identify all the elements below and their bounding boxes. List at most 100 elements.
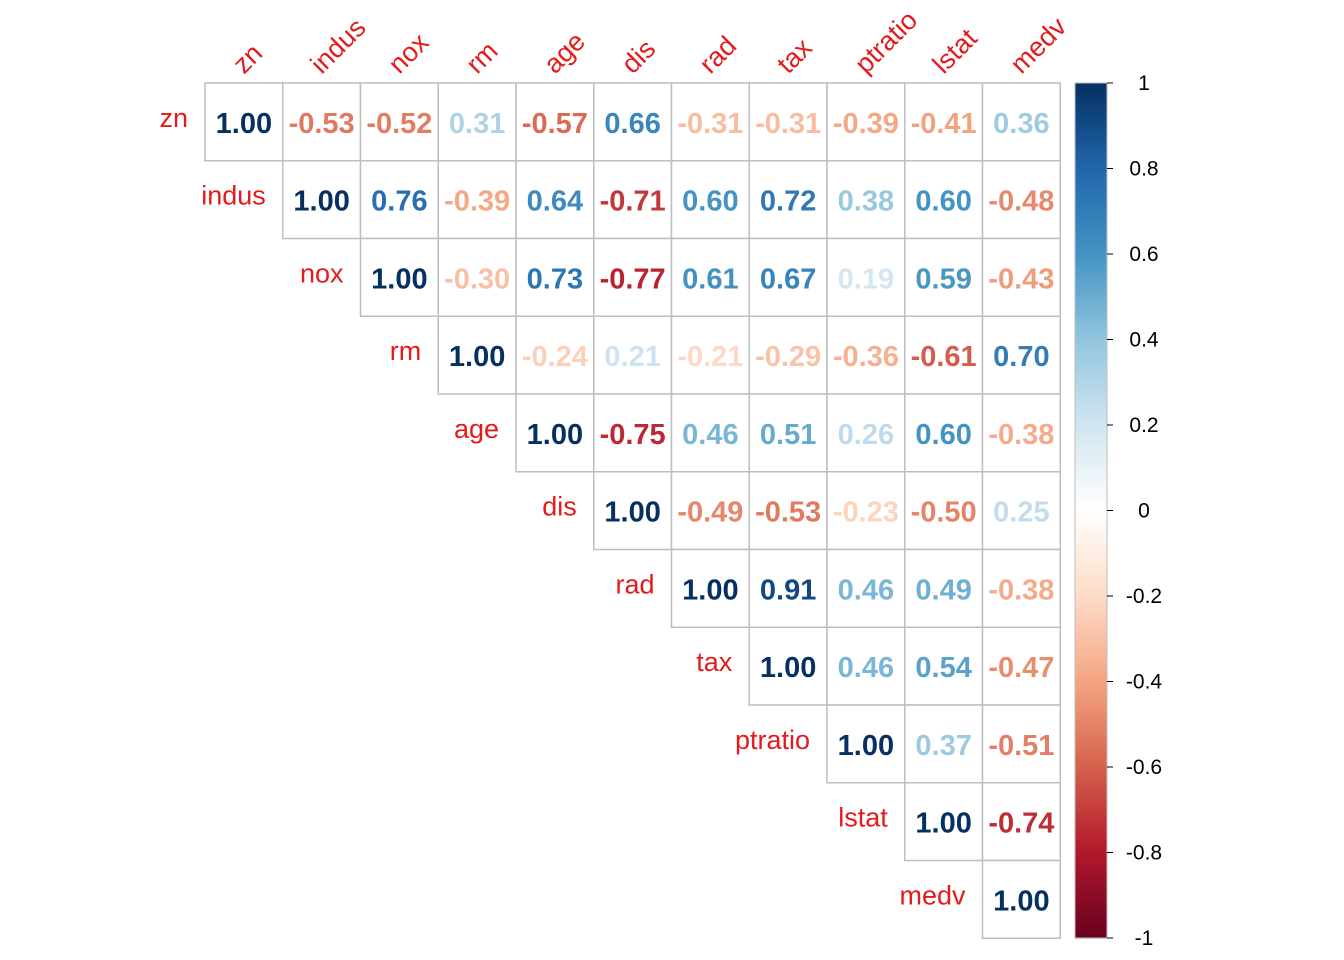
cell-value-dis-tax: -0.53 [755, 497, 821, 529]
cell-rad-medv [981, 548, 1061, 628]
colorbar-segment [1075, 185, 1107, 191]
colorbar-segment [1075, 262, 1107, 268]
cell-value-dis-medv: 0.25 [993, 497, 1049, 529]
colorbar-segment [1075, 835, 1107, 841]
colorbar-segment [1075, 805, 1107, 811]
cell-age-age [515, 393, 595, 473]
cell-value-ptratio-ptratio: 1.00 [838, 730, 894, 762]
colorbar-segment [1075, 138, 1107, 144]
colorbar-segment [1075, 390, 1107, 396]
colorbar-segment [1075, 536, 1107, 542]
cell-nox-nox [359, 237, 439, 317]
colorbar-segment [1075, 856, 1107, 862]
colorbar-segment [1075, 403, 1107, 409]
cell-value-zn-dis: 0.66 [604, 108, 660, 140]
colorbar-segment [1075, 168, 1107, 174]
cell-value-tax-ptratio: 0.46 [838, 652, 894, 684]
cell-indus-ptratio [826, 160, 906, 240]
colorbar-segment [1075, 719, 1107, 725]
colorbar-segment [1075, 326, 1107, 332]
colorbar-segment [1075, 822, 1107, 828]
colorbar-segment [1075, 249, 1107, 255]
column-label-rm: rm [460, 36, 503, 79]
colorbar-segment [1075, 463, 1107, 469]
colorbar-segment [1075, 172, 1107, 178]
colorbar-segment [1075, 762, 1107, 768]
colorbar-segment [1075, 493, 1107, 499]
colorbar-segment [1075, 360, 1107, 366]
colorbar-segment [1075, 707, 1107, 713]
colorbar-segment [1075, 395, 1107, 400]
colorbar-segment [1075, 758, 1107, 764]
colorbar-segment [1075, 685, 1107, 691]
colorbar-segment [1075, 771, 1107, 777]
colorbar-segment [1075, 826, 1107, 832]
colorbar-segment [1075, 266, 1107, 272]
colorbar-segment [1075, 809, 1107, 815]
colorbar-segment [1075, 206, 1107, 212]
colorbar-segment [1075, 578, 1107, 584]
cell-value-nox-rad: 0.61 [682, 263, 738, 295]
colorbar-segment [1075, 638, 1107, 644]
colorbar-segment [1075, 600, 1107, 606]
cell-value-nox-tax: 0.67 [760, 263, 816, 295]
cell-value-age-age: 1.00 [527, 419, 583, 451]
colorbar-segment [1075, 412, 1107, 418]
cell-rad-lstat [904, 548, 984, 628]
colorbar-segment [1075, 668, 1107, 674]
row-label-tax: tax [696, 647, 733, 677]
cell-nox-rm [437, 237, 517, 317]
cell-value-rm-lstat: -0.61 [911, 341, 977, 373]
cell-value-zn-lstat: -0.41 [911, 108, 977, 140]
colorbar-segment [1075, 523, 1107, 529]
colorbar-segment [1075, 356, 1107, 362]
colorbar-segment [1075, 890, 1107, 896]
colorbar-segment [1075, 544, 1107, 550]
cell-lstat-medv [981, 782, 1061, 862]
colorbar-segment [1075, 309, 1107, 315]
colorbar-segment [1075, 895, 1107, 901]
colorbar-segment [1075, 108, 1107, 114]
column-label-rad: rad [693, 30, 742, 79]
cell-rad-tax [748, 548, 828, 628]
colorbar-segment [1075, 767, 1107, 772]
cell-value-nox-ptratio: 0.19 [838, 263, 894, 295]
cell-value-indus-age: 0.64 [527, 186, 583, 218]
cell-nox-tax [748, 237, 828, 317]
colorbar-segment [1075, 728, 1107, 734]
colorbar-segment [1075, 245, 1107, 251]
colorbar-segment [1075, 301, 1107, 306]
colorbar-segment [1075, 510, 1107, 516]
cell-zn-nox [359, 82, 439, 162]
colorbar-segment [1075, 878, 1107, 884]
colorbar-tick-label: 0.4 [1129, 329, 1159, 352]
cell-value-rad-lstat: 0.49 [915, 574, 971, 606]
colorbar-segment [1075, 215, 1107, 221]
colorbar-segment [1075, 194, 1107, 200]
colorbar-segment [1075, 553, 1107, 559]
colorbar-segment [1075, 925, 1107, 931]
colorbar-segment [1075, 189, 1107, 195]
colorbar-segment [1075, 377, 1107, 383]
colorbar-segment [1075, 724, 1107, 730]
colorbar-segment [1075, 920, 1107, 926]
colorbar-segment [1075, 792, 1107, 798]
colorbar-segment [1075, 100, 1107, 105]
colorbar-segment [1075, 754, 1107, 760]
colorbar-segment [1075, 258, 1107, 264]
cell-medv-medv [981, 859, 1061, 939]
cell-value-indus-ptratio: 0.38 [838, 186, 894, 218]
colorbar-segment [1075, 365, 1107, 371]
row-label-dis: dis [542, 492, 577, 522]
colorbar-segment [1075, 271, 1107, 276]
cell-dis-rad [670, 471, 750, 551]
colorbar-tick-label: 0.2 [1129, 414, 1158, 437]
colorbar-tick-label: -0.2 [1126, 585, 1162, 608]
cell-nox-medv [981, 237, 1061, 317]
row-label-rad: rad [615, 569, 654, 599]
column-label-medv: medv [1004, 11, 1072, 79]
colorbar-segment [1075, 121, 1107, 127]
column-label-dis: dis [616, 34, 662, 80]
colorbar-segment [1075, 454, 1107, 460]
colorbar-segment [1075, 142, 1107, 148]
